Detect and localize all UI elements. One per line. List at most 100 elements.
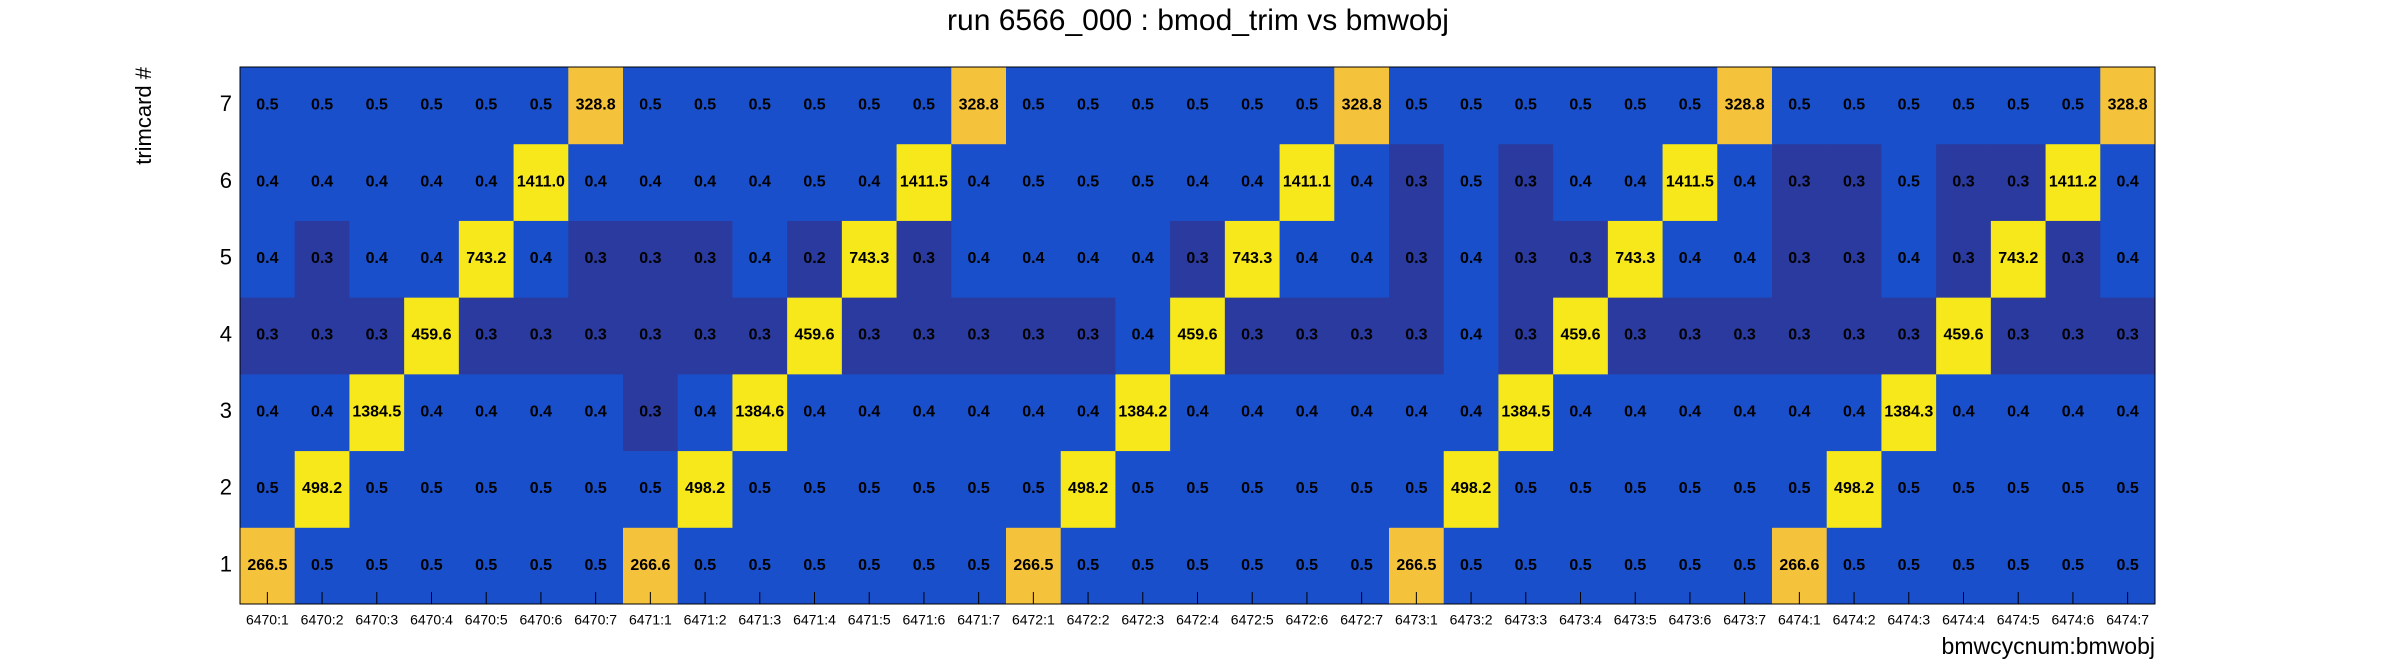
x-tick-label: 6472:6	[1286, 612, 1329, 628]
cell	[404, 450, 460, 528]
cell-label: 0.5	[803, 97, 825, 114]
cell	[1060, 450, 1116, 528]
cell	[1553, 527, 1609, 605]
cell-label: 0.4	[639, 173, 661, 190]
cell	[896, 220, 952, 298]
cell	[951, 527, 1007, 605]
x-tick-label: 6471:5	[848, 612, 891, 628]
cell-label: 0.5	[530, 557, 552, 574]
cell	[1006, 143, 1062, 221]
cell	[1443, 297, 1499, 375]
cell	[1826, 527, 1882, 605]
cell	[951, 297, 1007, 375]
cell-label: 0.3	[1788, 173, 1810, 190]
cell-label: 0.5	[1569, 557, 1591, 574]
cell-label: 0.4	[1351, 403, 1373, 420]
cell	[2100, 143, 2156, 221]
cell-label: 1411.5	[900, 173, 948, 190]
cell	[1990, 67, 2047, 145]
cell	[1498, 297, 1554, 375]
cell-label: 0.5	[1624, 557, 1646, 574]
cell	[951, 373, 1007, 452]
cell-label: 0.3	[1843, 173, 1865, 190]
cell-label: 0.5	[1351, 480, 1373, 497]
cell-label: 0.5	[366, 97, 388, 114]
cell-label: 1384.6	[735, 403, 784, 420]
cell	[1170, 373, 1226, 452]
cell	[841, 220, 898, 298]
cell-label: 0.5	[1022, 173, 1044, 190]
cell-label: 0.5	[858, 480, 880, 497]
cell-label: 0.5	[1898, 173, 1920, 190]
cell	[1006, 67, 1062, 145]
cell-label: 0.3	[2117, 327, 2139, 344]
cell-label: 0.3	[968, 327, 990, 344]
cell-label: 0.5	[1679, 557, 1701, 574]
cell-label: 0.5	[913, 480, 935, 497]
cell	[1826, 67, 1882, 145]
x-tick-label: 6473:5	[1614, 612, 1657, 628]
cell	[1060, 297, 1116, 375]
cell	[1389, 527, 1445, 605]
cell-label: 0.4	[858, 173, 880, 190]
cell-label: 0.4	[1132, 250, 1154, 267]
cell	[1334, 373, 1390, 452]
cell-label: 459.6	[794, 327, 834, 344]
cell	[513, 67, 569, 145]
cell-label: 0.5	[749, 480, 771, 497]
cell	[1772, 220, 1828, 298]
cell-label: 0.4	[475, 173, 497, 190]
cell	[1772, 527, 1828, 605]
cell-label: 459.6	[1943, 327, 1983, 344]
cell-label: 0.5	[968, 557, 990, 574]
cell	[951, 143, 1007, 221]
cell-label: 0.5	[420, 557, 442, 574]
cell	[1279, 373, 1335, 452]
cell-label: 0.3	[1515, 173, 1537, 190]
cell-label: 0.5	[1132, 97, 1154, 114]
cell-label: 0.3	[256, 327, 278, 344]
cell	[458, 450, 515, 528]
cell	[951, 450, 1007, 528]
y-tick-label: 6	[220, 168, 232, 193]
cell	[677, 67, 733, 145]
cell	[1334, 67, 1390, 145]
cell	[1717, 373, 1773, 452]
cell-label: 0.5	[311, 97, 333, 114]
cell	[896, 373, 952, 452]
cell-label: 0.5	[2117, 480, 2139, 497]
cell-label: 0.3	[1405, 173, 1427, 190]
cell	[1772, 450, 1828, 528]
cell	[787, 373, 843, 452]
cell-label: 0.2	[803, 250, 825, 267]
x-tick-label: 6473:3	[1504, 612, 1547, 628]
cell-label: 0.5	[1460, 173, 1482, 190]
cell	[568, 527, 624, 605]
cell-label: 0.4	[1022, 403, 1044, 420]
cell-label: 0.3	[1624, 327, 1646, 344]
cell-label: 0.3	[1077, 327, 1099, 344]
cell-label: 0.4	[1788, 403, 1810, 420]
cell-label: 1411.0	[517, 173, 565, 190]
cell-label: 1411.2	[2049, 173, 2097, 190]
cell	[349, 527, 405, 605]
cell	[513, 143, 569, 221]
cell	[1826, 373, 1882, 452]
cell	[841, 67, 898, 145]
cell	[1443, 220, 1499, 298]
cell-label: 328.8	[2108, 97, 2148, 114]
cell-label: 0.5	[1077, 97, 1099, 114]
cell-label: 0.4	[256, 250, 278, 267]
cell-label: 0.5	[1679, 480, 1701, 497]
cell-label: 0.3	[913, 250, 935, 267]
x-tick-label: 6471:1	[629, 612, 672, 628]
cell	[1881, 450, 1937, 528]
cell	[1115, 450, 1171, 528]
x-tick-label: 6470:1	[246, 612, 289, 628]
cell-label: 328.8	[576, 97, 616, 114]
cell-label: 0.5	[420, 480, 442, 497]
cell	[1389, 450, 1445, 528]
cell-label: 498.2	[302, 480, 342, 497]
cell	[568, 143, 624, 221]
cell-label: 0.3	[913, 327, 935, 344]
